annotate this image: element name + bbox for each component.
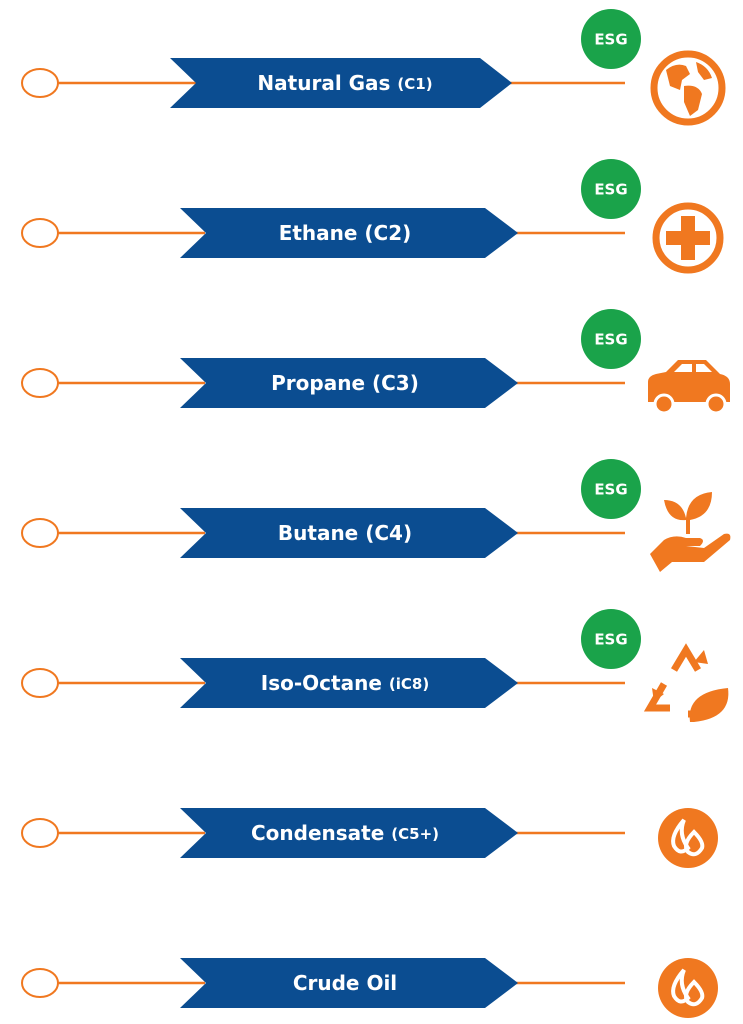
icon <box>658 808 718 868</box>
banner-label: Natural Gas (C1) <box>257 71 432 95</box>
hand <box>650 533 731 572</box>
label-sub: (C5+) <box>391 825 439 843</box>
globe-land <box>666 62 712 116</box>
node <box>21 218 59 248</box>
label: Crude Oil <box>293 971 397 995</box>
esg-label: ESG <box>594 631 627 649</box>
label: Iso-Octane <box>261 671 382 695</box>
esg-label: ESG <box>594 331 627 349</box>
icon <box>643 643 729 722</box>
esg-badge <box>581 609 641 669</box>
banner-label: Butane (C4) <box>278 521 412 545</box>
banner <box>170 58 512 108</box>
banner-label: Ethane (C2) <box>279 221 412 245</box>
row: Natural Gas (C1) ESG <box>21 9 726 126</box>
row: Condensate (C5+) <box>21 808 718 868</box>
row: Ethane (C2) ESG <box>21 159 724 274</box>
icon <box>650 50 726 126</box>
node <box>21 818 59 848</box>
leaf <box>664 492 712 534</box>
node <box>21 668 59 698</box>
banner <box>180 808 518 858</box>
banner-label: Iso-Octane (iC8) <box>261 671 429 695</box>
banner-label: Crude Oil <box>293 971 397 995</box>
drop <box>671 818 705 857</box>
car-window <box>674 364 712 372</box>
row: Iso-Octane (iC8) ESG <box>21 609 729 722</box>
row: Crude Oil <box>21 958 718 1018</box>
node <box>21 368 59 398</box>
row: Propane (C3) ESG <box>21 309 730 415</box>
icon <box>658 958 718 1018</box>
banner <box>180 208 518 258</box>
label: Butane (C4) <box>278 521 412 545</box>
esg-label: ESG <box>594 181 627 199</box>
label: Natural Gas <box>257 71 390 95</box>
esg-badge <box>581 459 641 519</box>
label: Propane (C3) <box>271 371 419 395</box>
banner-label: Condensate (C5+) <box>251 821 439 845</box>
globe-ring <box>650 50 726 126</box>
label: Ethane (C2) <box>279 221 412 245</box>
recycle-arrows <box>652 650 708 702</box>
wheel <box>653 393 675 415</box>
icon <box>648 360 730 415</box>
banner <box>180 508 518 558</box>
icon <box>652 202 724 274</box>
esg-label: ESG <box>594 31 627 49</box>
esg-badge <box>581 9 641 69</box>
leaf <box>689 688 729 722</box>
banner <box>180 658 518 708</box>
esg-label: ESG <box>594 481 627 499</box>
node <box>21 518 59 548</box>
plus-ring <box>652 202 724 274</box>
wheel <box>705 393 727 415</box>
label-sub: (C1) <box>397 75 432 93</box>
banner <box>180 358 518 408</box>
banner-label: Propane (C3) <box>271 371 419 395</box>
label-sub: (iC8) <box>389 675 429 693</box>
node <box>21 968 59 998</box>
esg-badge <box>581 159 641 219</box>
node <box>21 68 59 98</box>
drop <box>671 968 705 1007</box>
icon <box>650 492 731 572</box>
esg-badge <box>581 309 641 369</box>
row: Butane (C4) ESG <box>21 459 731 572</box>
banner <box>180 958 518 1008</box>
label: Condensate <box>251 821 384 845</box>
plus <box>666 216 710 260</box>
